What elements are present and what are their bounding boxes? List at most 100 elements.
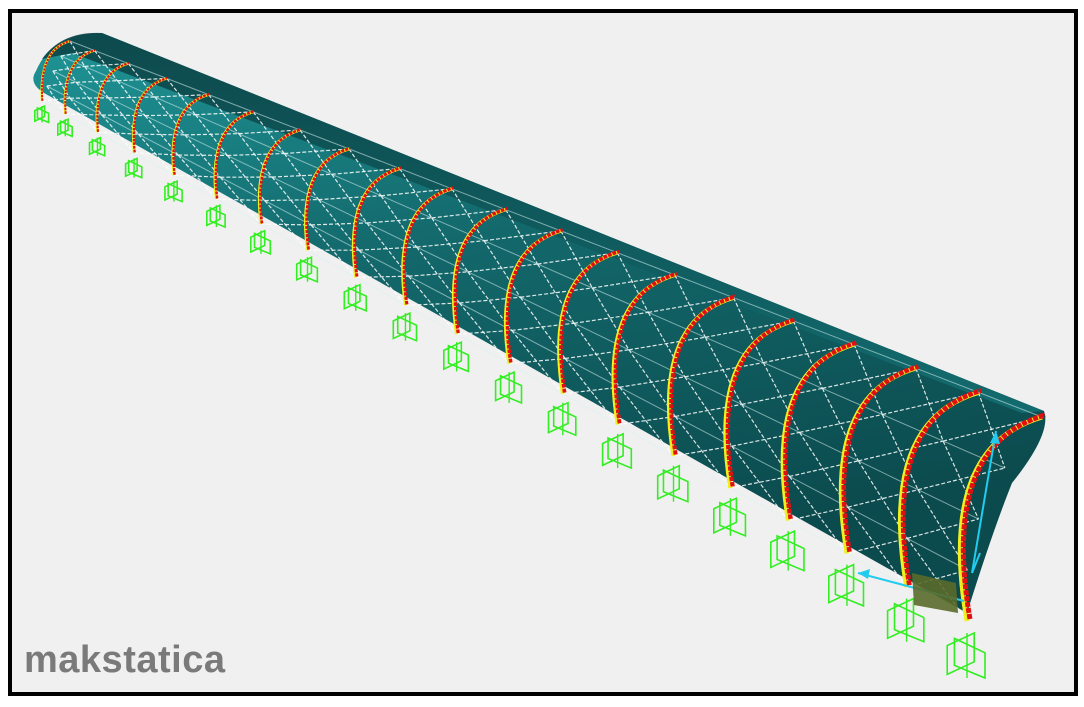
mesh-longitudinal-line <box>46 85 968 571</box>
mesh-line <box>184 133 239 136</box>
mesh-longitudinal-line <box>52 70 979 520</box>
mesh-line <box>219 176 262 225</box>
mesh-line <box>431 217 469 273</box>
mesh-line <box>348 148 382 197</box>
mesh-line <box>208 94 240 135</box>
mesh-line <box>299 129 333 175</box>
support-icon <box>33 104 50 124</box>
support-plane-b <box>776 534 805 572</box>
support-plane-b <box>719 501 747 538</box>
mesh-line <box>788 506 849 522</box>
support-icon <box>56 117 73 138</box>
axis-arrow-y <box>971 430 997 574</box>
support-plane-b <box>893 602 925 643</box>
mesh-line <box>84 66 109 99</box>
support-icon <box>88 136 106 157</box>
support-icon <box>494 370 523 405</box>
support-plane-a <box>442 340 463 371</box>
mesh-line <box>792 320 823 389</box>
mesh-line <box>684 362 764 378</box>
mesh-line <box>358 246 417 251</box>
arch-rib <box>305 146 351 250</box>
mesh-line <box>573 311 649 324</box>
mesh-line <box>75 81 103 116</box>
support-icon <box>827 563 865 608</box>
support-plane-b <box>209 206 226 229</box>
support-icon <box>712 496 747 538</box>
support-plane-a <box>206 204 221 227</box>
mesh-line <box>358 249 406 306</box>
arch-rib <box>172 92 210 175</box>
mesh-line <box>94 50 118 82</box>
axis-arrow-z <box>971 552 981 574</box>
mesh-line <box>238 133 273 178</box>
mesh-line <box>311 222 367 226</box>
mesh-line <box>416 240 485 248</box>
mesh-line <box>858 440 944 462</box>
support-icon <box>946 631 986 680</box>
mesh-line <box>853 344 883 415</box>
support-plane-a <box>343 283 361 310</box>
mesh-line <box>511 330 564 395</box>
mesh-line <box>648 297 734 313</box>
mesh-line <box>154 96 186 136</box>
support-plane-b <box>662 468 689 503</box>
mesh-line <box>505 209 539 265</box>
mesh-line <box>84 62 129 67</box>
support-plane-b <box>59 119 73 138</box>
arch-rib <box>725 317 797 487</box>
watermark-logo: makstatica <box>24 639 226 681</box>
support-plane-b <box>396 315 418 342</box>
support-plane-a <box>827 563 855 604</box>
support-plane-a <box>656 464 681 501</box>
image-frame: makstatica <box>8 9 1078 696</box>
mesh-line <box>763 343 855 364</box>
mesh-line <box>318 199 360 251</box>
mesh-line <box>177 154 217 200</box>
support-plane-b <box>299 258 319 284</box>
mesh-line <box>741 387 823 405</box>
mesh-line <box>562 386 620 395</box>
shell-mesh <box>41 40 1043 622</box>
support-plane-b <box>447 344 470 373</box>
mesh-line <box>847 506 908 588</box>
mesh-line <box>399 168 433 219</box>
mesh-line <box>459 302 510 364</box>
support-plane-a <box>164 179 178 202</box>
mesh-line <box>731 445 789 521</box>
mesh-line <box>674 274 706 338</box>
mesh-line <box>917 467 1006 491</box>
mesh-line <box>537 263 575 324</box>
support-plane-b <box>127 159 143 179</box>
arch-rib <box>41 39 71 101</box>
mesh-line <box>227 152 285 157</box>
mesh-longitudinal-line <box>41 100 968 622</box>
arch-rib <box>505 228 564 363</box>
mesh-line <box>483 240 521 298</box>
mesh-line <box>704 336 743 405</box>
support-plane-a <box>712 496 738 535</box>
mesh-line <box>134 152 179 156</box>
mesh-line <box>617 415 676 426</box>
arch-rib <box>900 388 983 586</box>
arch-rib <box>214 110 255 199</box>
mesh-line <box>355 275 409 278</box>
arch-rib <box>353 166 402 277</box>
mesh-line <box>101 114 146 117</box>
mesh-line <box>821 388 859 462</box>
mesh-line <box>882 391 979 416</box>
mesh-line <box>451 188 485 242</box>
mesh-line <box>799 413 883 433</box>
mesh-line <box>101 114 135 154</box>
mesh-line <box>154 94 209 98</box>
mesh-line <box>166 78 196 116</box>
mesh-line <box>60 55 77 83</box>
arch-rib <box>453 206 508 334</box>
support-plane-b <box>552 405 577 437</box>
mesh-line <box>252 111 285 154</box>
support-symbols <box>33 104 986 680</box>
mesh-line <box>173 174 221 178</box>
support-plane-b <box>953 637 986 680</box>
support-plane-b <box>347 286 368 312</box>
support-icon <box>343 283 368 312</box>
